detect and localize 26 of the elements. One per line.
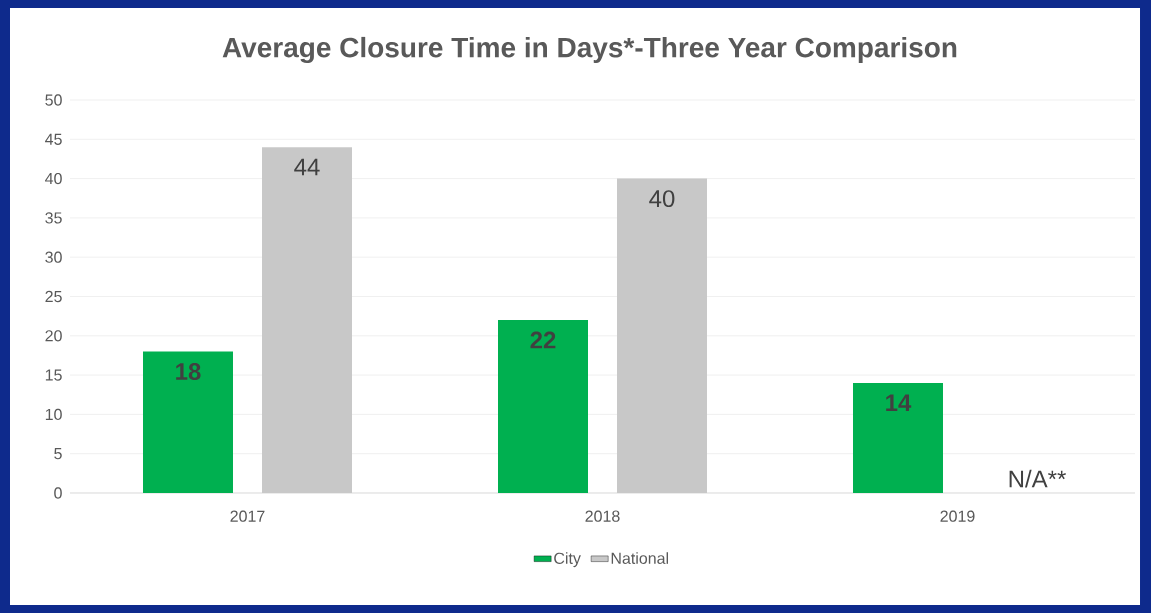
y-tick-label: 15 — [45, 369, 62, 381]
data-label: 18 — [176, 363, 201, 381]
legend-label: City — [554, 552, 581, 568]
y-tick-label: 45 — [45, 133, 62, 145]
y-tick-label: 5 — [54, 448, 62, 460]
data-label: 22 — [530, 331, 556, 349]
text: N/A** — [1009, 469, 1066, 488]
data-label: 44 — [294, 158, 320, 176]
chart-title: Average Closure Time in Days*-Three Year Comparison — [222, 36, 957, 64]
legend-label: National — [611, 552, 669, 564]
data-label: 14 — [886, 394, 912, 411]
bar — [498, 320, 588, 493]
y-tick-label: 10 — [45, 408, 62, 421]
bar — [853, 382, 943, 493]
y-tick-label: 0 — [54, 487, 62, 499]
y-tick-label: 25 — [45, 290, 62, 303]
y-tick-label: 30 — [45, 251, 62, 263]
data-label: 40 — [649, 190, 675, 208]
y-tick-label: 35 — [45, 212, 62, 224]
y-tick-label: 50 — [45, 94, 62, 106]
y-tick-label: 20 — [45, 330, 62, 342]
y-tick-label: 40 — [45, 172, 62, 185]
x-tick-label: 2019 — [940, 510, 975, 522]
bar — [143, 351, 233, 493]
x-tick-label: 2018 — [585, 510, 620, 522]
x-tick-label: 2017 — [230, 510, 265, 522]
